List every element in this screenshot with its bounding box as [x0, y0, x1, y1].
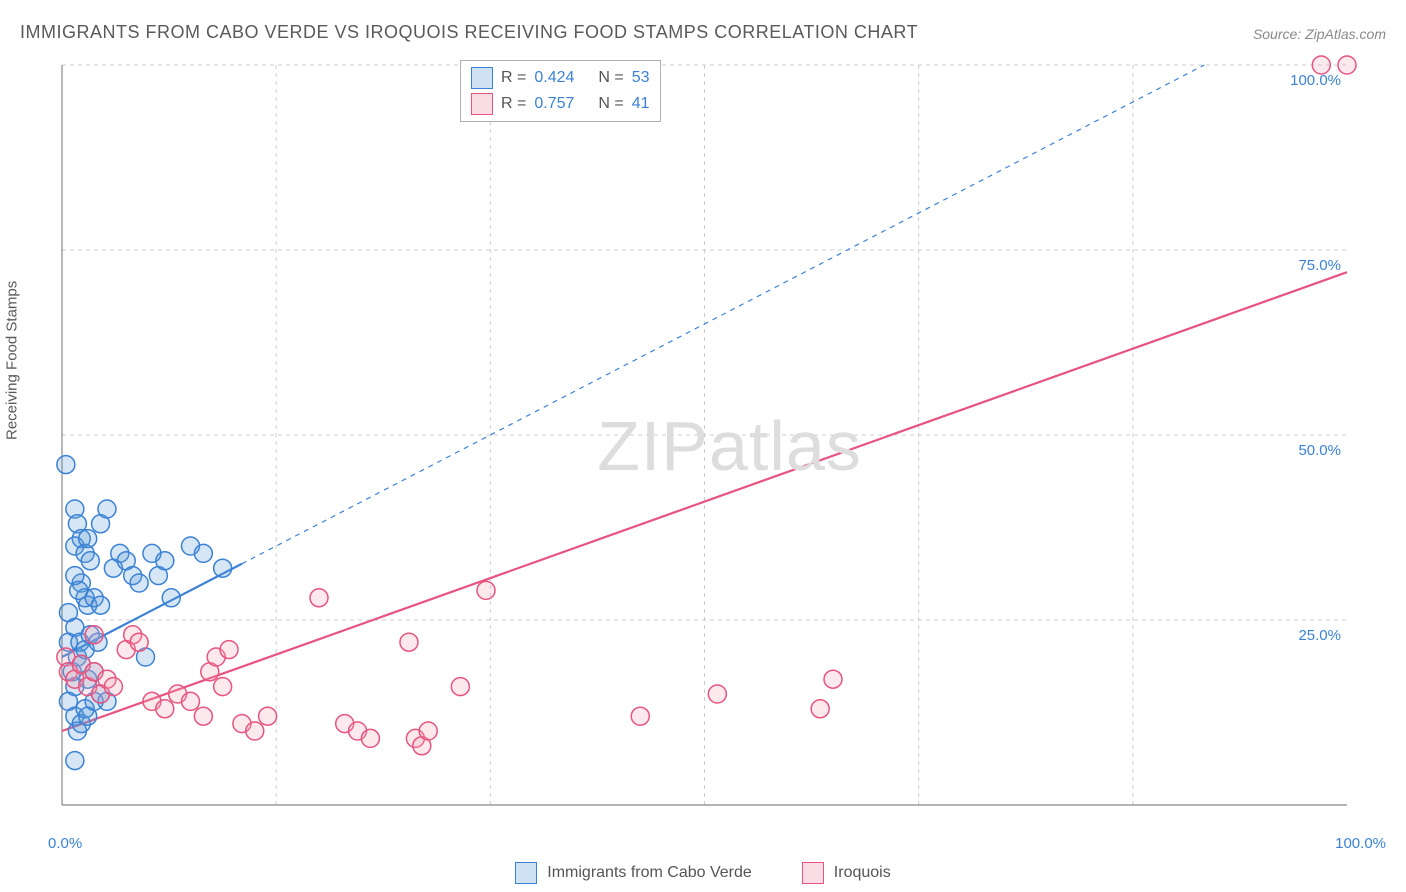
legend-label: Iroquois: [834, 864, 891, 882]
data-point: [194, 544, 212, 562]
data-point: [104, 678, 122, 696]
data-point: [708, 685, 726, 703]
legend-swatch: [471, 93, 493, 115]
data-point: [214, 678, 232, 696]
data-point: [81, 552, 99, 570]
data-point: [477, 581, 495, 599]
data-point: [451, 678, 469, 696]
data-point: [310, 589, 328, 607]
data-point: [1312, 56, 1330, 74]
data-point: [631, 707, 649, 725]
data-point: [156, 700, 174, 718]
series-legend: Immigrants from Cabo Verde Iroquois: [0, 862, 1406, 884]
data-point: [361, 729, 379, 747]
data-point: [130, 574, 148, 592]
r-label: R =: [501, 65, 526, 91]
data-point: [214, 559, 232, 577]
r-label: R =: [501, 91, 526, 117]
data-point: [130, 633, 148, 651]
legend-swatch: [515, 862, 537, 884]
legend-row: R = 0.424 N = 53: [471, 65, 650, 91]
data-point: [59, 604, 77, 622]
data-point: [162, 589, 180, 607]
y-axis-tick-label: 75.0%: [1298, 257, 1341, 274]
data-point: [194, 707, 212, 725]
x-axis-tick-0: 0.0%: [48, 835, 82, 852]
n-value: 53: [632, 65, 650, 91]
r-value: 0.757: [534, 91, 574, 117]
x-axis-tick-100: 100.0%: [1335, 835, 1386, 852]
y-axis-tick-label: 25.0%: [1298, 627, 1341, 644]
n-value: 41: [632, 91, 650, 117]
data-point: [92, 596, 110, 614]
legend-row: R = 0.757 N = 41: [471, 91, 650, 117]
data-point: [98, 500, 116, 518]
y-axis-tick-label: 100.0%: [1290, 72, 1341, 89]
legend-label: Immigrants from Cabo Verde: [547, 864, 752, 882]
y-axis-tick-label: 50.0%: [1298, 442, 1341, 459]
y-axis-label: Receiving Food Stamps: [4, 281, 21, 440]
source-attribution: Source: ZipAtlas.com: [1253, 26, 1386, 42]
data-point: [182, 692, 200, 710]
correlation-legend: R = 0.424 N = 53 R = 0.757 N = 41: [460, 60, 661, 122]
data-point: [70, 581, 88, 599]
data-point: [400, 633, 418, 651]
n-label: N =: [598, 91, 623, 117]
legend-item: Immigrants from Cabo Verde: [515, 862, 752, 884]
data-point: [419, 722, 437, 740]
data-point: [246, 722, 264, 740]
data-point: [79, 530, 97, 548]
data-point: [66, 752, 84, 770]
data-point: [1338, 56, 1356, 74]
data-point: [57, 456, 75, 474]
chart-title: IMMIGRANTS FROM CABO VERDE VS IROQUOIS R…: [20, 22, 918, 43]
legend-swatch: [802, 862, 824, 884]
data-point: [811, 700, 829, 718]
n-label: N =: [598, 65, 623, 91]
legend-swatch: [471, 67, 493, 89]
data-point: [156, 552, 174, 570]
r-value: 0.424: [534, 65, 574, 91]
legend-item: Iroquois: [802, 862, 891, 884]
scatter-plot: 25.0% 50.0% 75.0% 100.0%: [52, 55, 1387, 825]
data-point: [85, 626, 103, 644]
data-point: [259, 707, 277, 725]
data-point: [220, 641, 238, 659]
data-point: [824, 670, 842, 688]
